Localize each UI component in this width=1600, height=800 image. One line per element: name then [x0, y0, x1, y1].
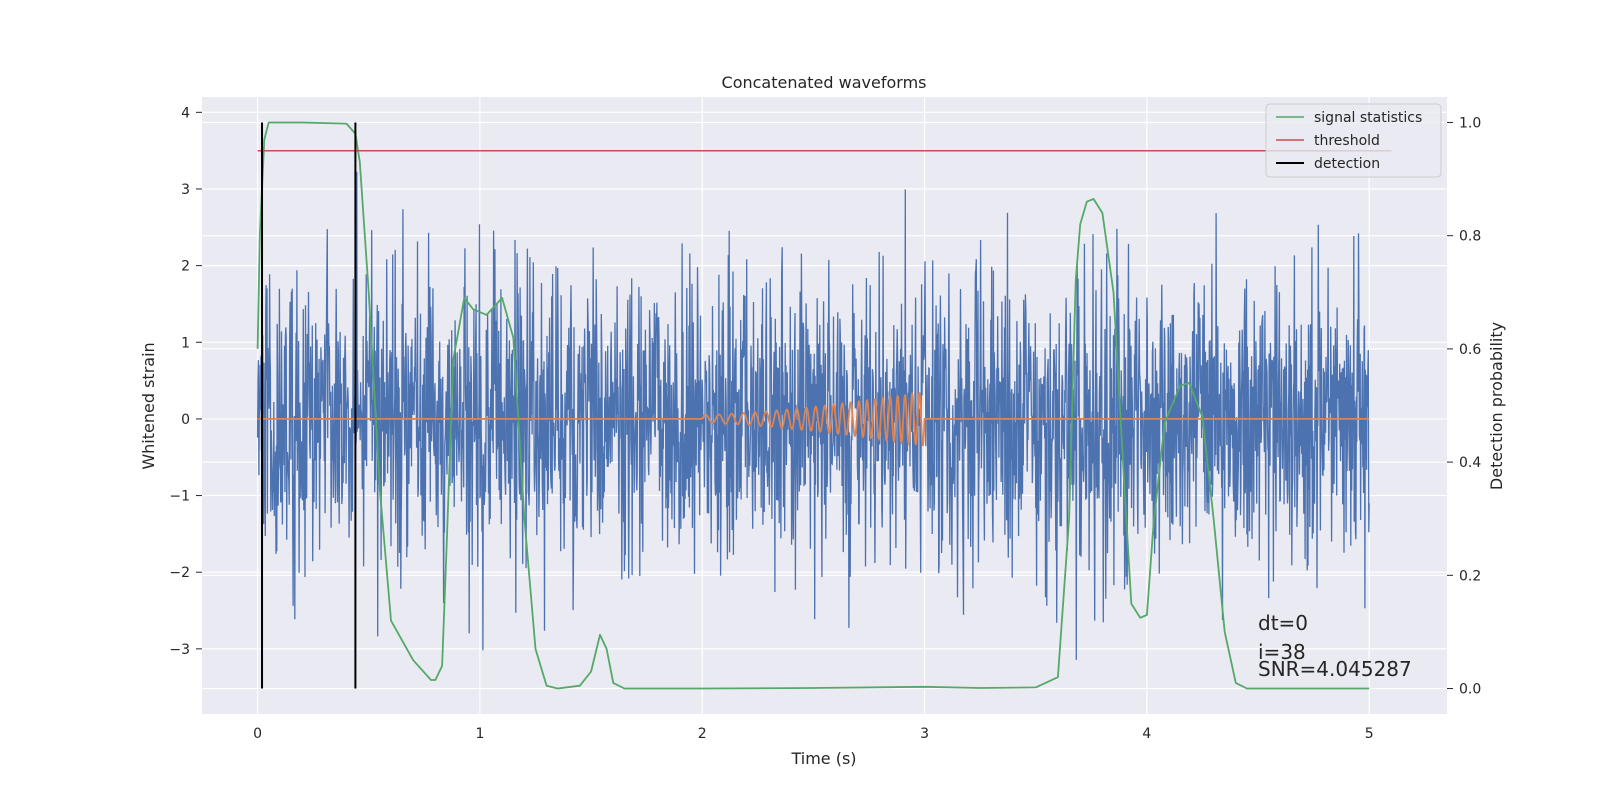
x-tick-label: 4 — [1142, 726, 1151, 742]
x-axis-label: Time (s) — [790, 749, 856, 768]
x-tick-label: 1 — [475, 726, 484, 742]
y-tick-label: −2 — [169, 565, 190, 581]
y2-tick-label: 1.0 — [1459, 115, 1481, 131]
chart-title: Concatenated waveforms — [722, 73, 927, 92]
y-axis-label: Whitened strain — [139, 342, 158, 469]
y2-tick-label: 0.8 — [1459, 229, 1481, 245]
y2-tick-label: 0.6 — [1459, 342, 1481, 358]
y2-tick-label: 0.2 — [1459, 568, 1481, 584]
x-tick-label: 0 — [253, 726, 262, 742]
y-tick-label: −1 — [169, 489, 190, 505]
y2-tick-label: 0.4 — [1459, 455, 1481, 471]
y2-axis-label: Detection probability — [1487, 322, 1506, 490]
y-tick-label: 4 — [181, 105, 190, 121]
series-layer — [256, 121, 1392, 690]
noise-series — [256, 171, 1370, 660]
y-tick-label: 3 — [181, 182, 190, 198]
legend: signal statistics threshold detection — [1265, 103, 1442, 178]
legend-label-detection: detection — [1314, 156, 1380, 172]
y-tick-label: −3 — [169, 642, 190, 658]
signal-statistics-series — [256, 121, 1370, 690]
y-tick-label: 2 — [181, 259, 190, 275]
legend-label-signal-statistics: signal statistics — [1314, 110, 1422, 126]
annotation-snr: SNR=4.045287 — [1258, 657, 1412, 681]
y2-tick-label: 0.0 — [1459, 682, 1481, 698]
annotation-dt: dt=0 — [1258, 611, 1308, 635]
x-tick-label: 2 — [698, 726, 707, 742]
legend-label-threshold: threshold — [1314, 133, 1380, 149]
legend-box — [1265, 103, 1442, 178]
template-series — [257, 391, 1370, 447]
y-tick-label: 0 — [181, 412, 190, 428]
annotation-index: i=38 — [1258, 640, 1306, 664]
ticks-layer: 0 1 2 3 4 5 4 3 2 1 0 −1 −2 −3 1.0 0.8 0.6 0.4 0.2 0.0 — [169, 105, 1481, 742]
y-tick-label: 1 — [181, 335, 190, 351]
x-tick-label: 3 — [920, 726, 929, 742]
x-tick-label: 5 — [1365, 726, 1374, 742]
